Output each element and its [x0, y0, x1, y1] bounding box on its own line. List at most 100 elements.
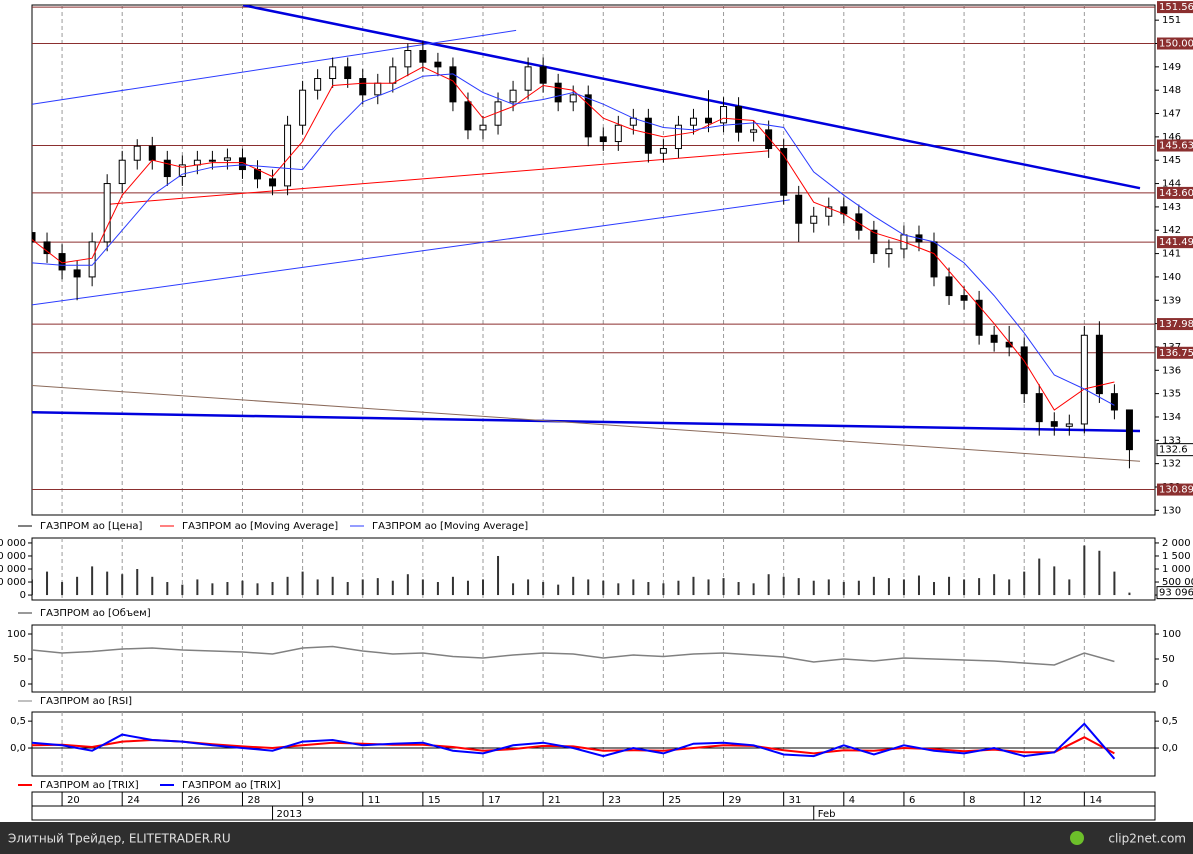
trendline: [242, 5, 1141, 190]
candle-body: [208, 159, 216, 162]
last-volume-label: 93 096: [1159, 588, 1193, 599]
trendline: [32, 199, 790, 306]
y-tick-label: 151: [1162, 15, 1181, 26]
logo-text[interactable]: clip2net.com: [1108, 832, 1186, 846]
volume-bar: [271, 582, 274, 596]
ma-line: [32, 73, 1115, 406]
candle-body: [434, 61, 442, 68]
y-tick-label: 500 000: [1162, 577, 1193, 588]
trendline: [32, 29, 517, 105]
y-tick-label: 1 500 000: [0, 551, 26, 562]
level-box: [1157, 1, 1193, 14]
y-tick-label: 148: [1162, 85, 1181, 96]
y-tick-label: 134: [1162, 412, 1181, 423]
volume-bar: [256, 583, 259, 596]
x-tick-label: 11: [368, 795, 381, 806]
volume-bar: [421, 579, 424, 596]
volume-bar: [497, 555, 500, 596]
candle-body: [674, 124, 682, 150]
panel-frame: [31, 624, 1156, 693]
volume-bar: [842, 582, 845, 596]
level-box: [1157, 346, 1193, 359]
y-tick-label: 0,0: [1162, 743, 1178, 754]
volume-bar: [181, 584, 184, 596]
candle-body: [765, 129, 773, 150]
candle-body: [1125, 409, 1133, 451]
y-tick-label: 136: [1162, 365, 1181, 376]
volume-bar: [241, 580, 244, 596]
level-box: [1157, 236, 1193, 249]
candle-body: [780, 148, 788, 196]
candle-body: [524, 66, 532, 91]
level-box: [1157, 318, 1193, 331]
ma-line: [32, 66, 1115, 411]
candle-body: [990, 334, 998, 343]
x-tick-label: 23: [608, 795, 621, 806]
volume-bar: [827, 579, 830, 596]
candle-body: [930, 241, 938, 278]
y-tick-label: 132: [1162, 459, 1181, 470]
panel-frame: [31, 4, 1156, 516]
level-box: [1157, 483, 1193, 496]
volume-bar: [1068, 579, 1071, 596]
volume-bar: [286, 576, 289, 596]
volume-bar: [376, 578, 379, 596]
volume-bar: [1008, 579, 1011, 596]
plot: [32, 645, 1115, 666]
volume-bar: [1023, 571, 1026, 596]
candle-body: [269, 178, 277, 187]
volume-bar: [121, 574, 124, 596]
volume-bar: [542, 582, 545, 596]
candle-body: [810, 215, 818, 224]
candle-body: [163, 159, 171, 178]
volume-bar: [963, 579, 966, 596]
y-tick-label: 100: [1162, 629, 1181, 640]
volume-bar: [782, 576, 785, 596]
y-tick-label: 142: [1162, 225, 1181, 236]
candle-body: [344, 66, 352, 80]
legend-label: ГАЗПРОМ ао [RSI]: [40, 696, 132, 707]
candle-body: [1080, 334, 1088, 425]
candle-body: [599, 136, 607, 143]
y-tick-label: 140: [1162, 272, 1181, 283]
volume-bar: [948, 576, 951, 596]
x-tick-label: 14: [1089, 795, 1102, 806]
volume-bar: [1098, 550, 1101, 596]
volume-bar: [572, 576, 575, 596]
volume-bar: [857, 580, 860, 596]
volume-bar: [722, 578, 725, 596]
candle-body: [855, 213, 863, 231]
y-tick-label: 0,5: [10, 716, 26, 727]
candle-body: [870, 229, 878, 255]
volume-bar: [933, 582, 936, 596]
y-tick-label: 50: [1162, 654, 1175, 665]
candle-body: [1095, 334, 1103, 395]
candle-body: [945, 276, 953, 297]
y-tick-label: 146: [1162, 132, 1181, 143]
x-tick-label: 4: [849, 795, 855, 806]
candle-body: [644, 117, 652, 154]
x-tick-label: 17: [488, 795, 501, 806]
panel-frame: [31, 537, 1156, 601]
candle-body: [795, 194, 803, 224]
volume-bar: [527, 579, 530, 596]
volume-bar: [557, 584, 560, 596]
volume-bar: [46, 571, 49, 596]
volume-bar: [632, 579, 635, 596]
volume-bar: [466, 580, 469, 596]
y-tick-label: 147: [1162, 109, 1181, 120]
volume-bar: [211, 583, 214, 596]
volume-bar: [1083, 545, 1086, 596]
candle-body: [1065, 423, 1073, 427]
y-tick-label: 1 000 000: [0, 564, 26, 575]
legend-label: ГАЗПРОМ ао [Moving Average]: [372, 521, 528, 532]
candle-body: [584, 94, 592, 138]
candle-body: [58, 253, 66, 271]
candle-body: [539, 66, 547, 84]
candle-body: [43, 241, 51, 255]
volume-bar: [587, 579, 590, 596]
level-label: 151.56: [1159, 2, 1193, 13]
volume-bar: [692, 576, 695, 596]
volume-bar: [812, 580, 815, 596]
